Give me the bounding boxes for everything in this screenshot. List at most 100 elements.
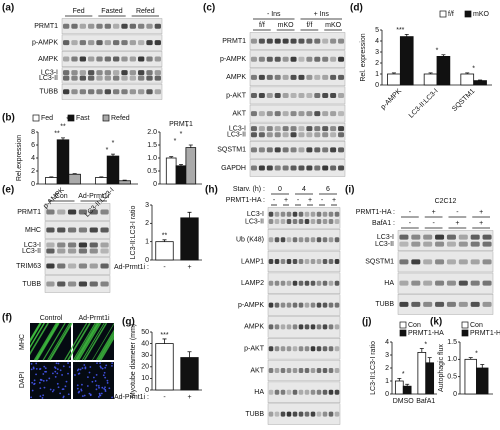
nucleus: [79, 368, 82, 371]
lane-header: Fed: [73, 8, 85, 15]
lane-header: -: [409, 220, 412, 227]
band: [328, 346, 334, 352]
band: [399, 301, 409, 307]
band: [258, 92, 265, 98]
nucleus: [55, 362, 58, 365]
band: [280, 211, 286, 217]
lane-header: 4: [302, 186, 306, 193]
row-label: LC3-II: [227, 132, 246, 139]
band: [121, 40, 128, 46]
band: [328, 411, 334, 417]
band: [286, 411, 292, 417]
y-tick-label: 50: [141, 329, 149, 336]
bar: [473, 80, 487, 86]
band: [67, 263, 77, 269]
band: [274, 237, 280, 243]
band: [154, 89, 161, 95]
nucleus: [101, 386, 104, 389]
blot-strip: [249, 32, 346, 50]
row-label: LC3-II: [245, 218, 264, 225]
error-bar: [162, 239, 167, 242]
x-tick-label: +: [187, 394, 191, 401]
band: [292, 346, 298, 352]
row-label: LC3-I: [24, 242, 41, 249]
band: [154, 75, 161, 81]
y-tick-label: 4: [375, 38, 379, 45]
nucleus: [106, 382, 109, 384]
blot-strip: [249, 159, 346, 177]
y-tick-label: 2: [145, 220, 149, 227]
nucleus: [78, 390, 81, 393]
bar: [460, 73, 475, 86]
band: [63, 75, 70, 81]
nucleus: [56, 372, 59, 375]
band: [100, 281, 109, 287]
band: [310, 280, 316, 286]
error-bar: [111, 153, 115, 157]
row-label: PRMT1: [222, 38, 246, 45]
band: [330, 126, 337, 132]
band: [334, 324, 340, 330]
band: [290, 92, 297, 98]
nucleus: [103, 387, 106, 390]
error-bar: [187, 351, 192, 358]
legend-swatch: [32, 114, 40, 122]
band: [104, 56, 111, 62]
band: [250, 92, 257, 98]
band: [304, 411, 310, 417]
nucleus: [99, 394, 102, 397]
band: [154, 23, 161, 29]
nucleus: [80, 388, 83, 391]
y-tick-label: 1.0: [147, 155, 157, 162]
error-bar: [404, 34, 409, 37]
nucleus: [39, 395, 42, 398]
nucleus: [54, 367, 57, 370]
nucleus: [51, 390, 54, 393]
bar: [394, 380, 404, 395]
row-label: LAMP1: [241, 258, 264, 265]
nucleus: [35, 367, 38, 370]
band: [306, 132, 313, 138]
band: [316, 346, 322, 352]
legend-swatch: [439, 10, 447, 18]
bar: [106, 155, 120, 185]
band: [138, 40, 145, 46]
band: [282, 111, 289, 117]
nucleus: [61, 374, 63, 376]
nucleus: [77, 368, 80, 371]
band: [104, 40, 111, 46]
y-axis-label: LC3-II:LC3-I ratio: [370, 341, 377, 395]
band: [129, 40, 136, 46]
band: [470, 234, 480, 240]
band: [280, 302, 286, 308]
x-tick-label: -: [163, 394, 166, 401]
nucleus: [101, 367, 104, 370]
blot-strip: [267, 207, 341, 229]
nucleus: [44, 367, 47, 370]
band: [338, 147, 345, 153]
band: [411, 301, 421, 307]
row-label: LAMP2: [241, 280, 264, 287]
row-label: TRIM63: [16, 263, 41, 270]
row-label: LC3-II: [22, 248, 41, 255]
band: [67, 209, 77, 215]
band: [298, 92, 305, 98]
band: [104, 70, 111, 76]
band: [334, 237, 340, 243]
band: [78, 263, 88, 269]
row-label: TUBB: [245, 411, 264, 418]
band: [423, 259, 433, 265]
nucleus: [39, 367, 42, 370]
blot-strip: [397, 294, 494, 315]
row-label: LC3-II: [375, 241, 394, 248]
y-tick-label: 40: [141, 340, 149, 347]
band: [310, 324, 316, 330]
band: [482, 259, 492, 265]
nucleus: [81, 367, 84, 369]
band: [88, 89, 95, 95]
nucleus: [76, 387, 79, 390]
nucleus: [100, 366, 102, 369]
nucleus: [62, 365, 65, 368]
band: [100, 263, 109, 269]
band: [304, 389, 310, 395]
